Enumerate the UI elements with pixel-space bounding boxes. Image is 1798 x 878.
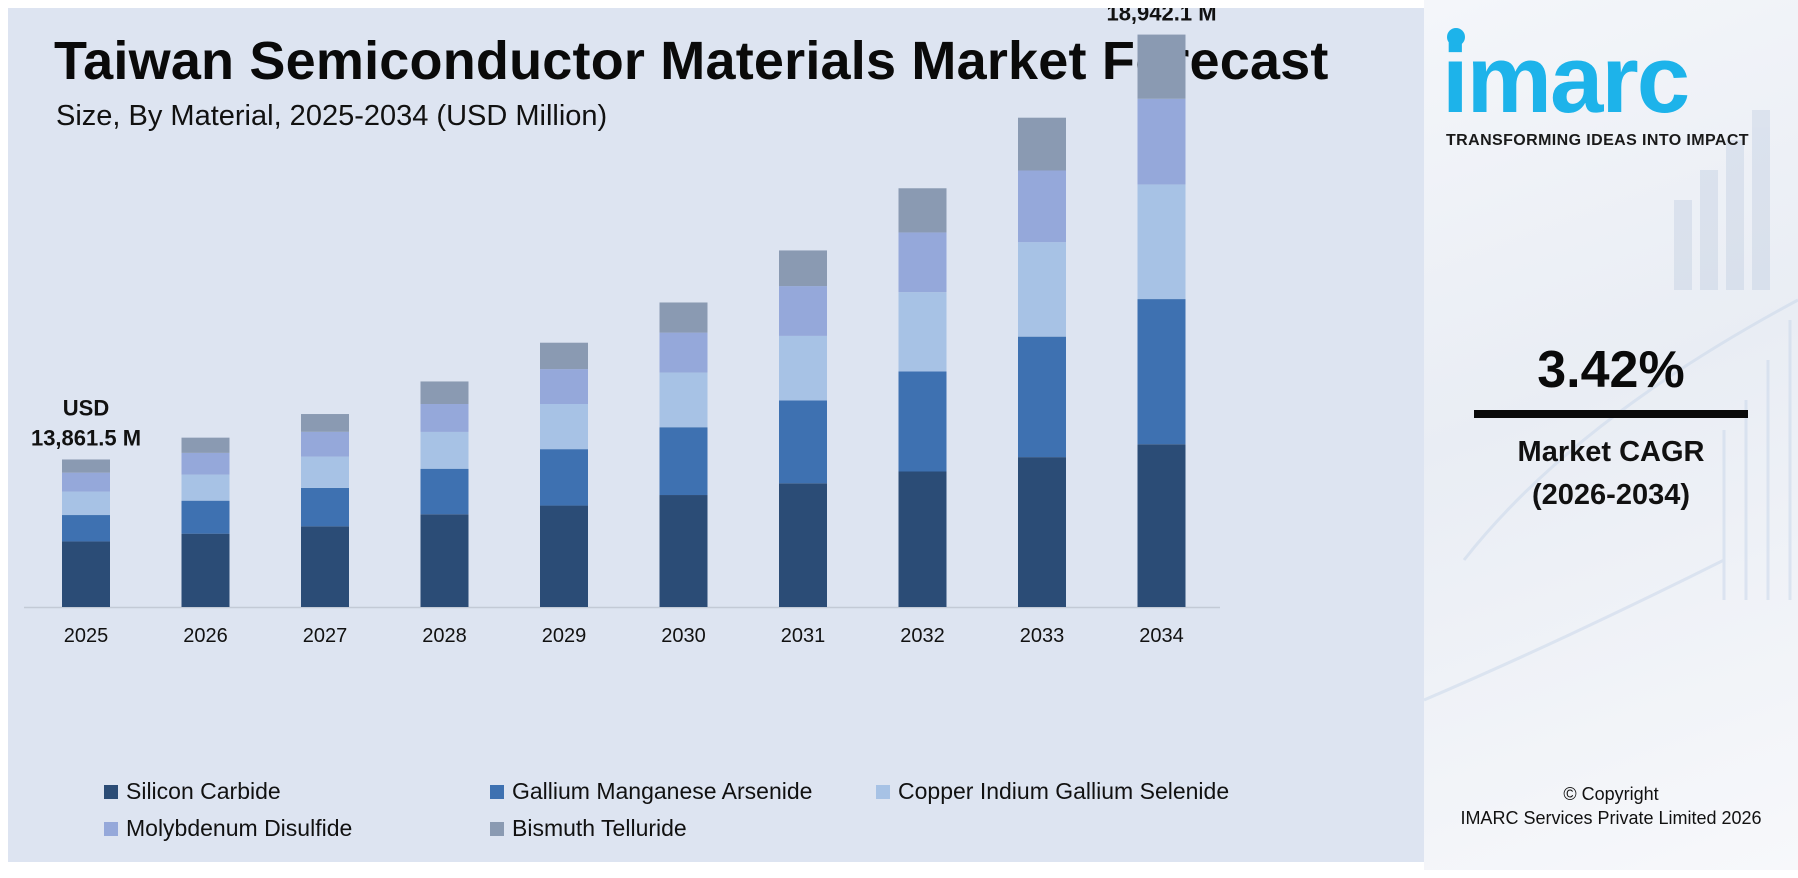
x-tick-label-2028: 2028: [422, 625, 467, 647]
bar-2029-copper-indium-gallium-selenide: [540, 404, 588, 450]
bar-2027-copper-indium-gallium-selenide: [301, 456, 349, 488]
stacked-bar-chart: 2025 2026 2027 2028 2029 2030 2031 2032 2033 2034…: [24, 8, 1220, 647]
imarc-logo: imarc TRANSFORMING IDEAS INTO IMPACT: [1442, 26, 1782, 150]
bar-2028-molybdenum-disulfide: [420, 404, 469, 432]
bar-2027-gallium-manganese-arsenide: [301, 487, 349, 527]
bar-2033-bismuth-telluride: [1018, 117, 1066, 171]
bar-2033-gallium-manganese-arsenide: [1018, 336, 1066, 458]
bar-2032-silicon-carbide: [898, 471, 947, 607]
x-tick-label-2032: 2032: [900, 625, 945, 647]
bar-2031-silicon-carbide: [779, 483, 827, 607]
x-tick-label-2034: 2034: [1139, 625, 1184, 647]
bar-2032-gallium-manganese-arsenide: [898, 371, 947, 472]
bar-2027-molybdenum-disulfide: [301, 431, 349, 457]
bar-2026-molybdenum-disulfide: [181, 452, 230, 475]
bar-2030-molybdenum-disulfide: [659, 332, 708, 373]
bar-2034-bismuth-telluride: [1137, 34, 1186, 99]
bar-2032-bismuth-telluride: [898, 188, 947, 233]
bar-2029-silicon-carbide: [540, 505, 588, 607]
bar-2027-bismuth-telluride: [301, 414, 349, 432]
chart-title: Taiwan Semiconductor Materials Market Fo…: [54, 31, 1329, 91]
bar-2031-copper-indium-gallium-selenide: [779, 335, 827, 401]
side-panel: imarc TRANSFORMING IDEAS INTO IMPACT 3.4…: [1424, 0, 1798, 870]
legend-label: Copper Indium Gallium Selenide: [898, 778, 1230, 804]
bar-2029-bismuth-telluride: [540, 342, 588, 370]
x-tick-label-2026: 2026: [183, 625, 228, 647]
legend-item-copper-indium-gallium-selenide: Copper Indium Gallium Selenide: [876, 778, 1229, 805]
bar-2027-silicon-carbide: [301, 526, 349, 607]
cagr-label: Market CAGR: [1517, 436, 1705, 468]
bar-2034-copper-indium-gallium-selenide: [1137, 184, 1186, 300]
bar-2029-molybdenum-disulfide: [540, 369, 588, 405]
bar-2030-gallium-manganese-arsenide: [659, 427, 708, 496]
bar-2033-silicon-carbide: [1018, 457, 1066, 607]
bar-2028-gallium-manganese-arsenide: [420, 468, 469, 515]
bar-2031-bismuth-telluride: [779, 250, 827, 287]
legend-item-gallium-manganese-arsenide: Gallium Manganese Arsenide: [490, 778, 812, 805]
data-label-2025-total: 13,861.5 M: [31, 425, 141, 450]
bar-2029-gallium-manganese-arsenide: [540, 449, 588, 506]
chart-panel: Taiwan Semiconductor Materials Market Fo…: [8, 8, 1424, 862]
bar-2030-bismuth-telluride: [659, 302, 708, 333]
chart-legend: Silicon Carbide Gallium Manganese Arsenid…: [104, 778, 1424, 878]
bar-2034-molybdenum-disulfide: [1137, 98, 1186, 185]
x-tick-label-2031: 2031: [781, 625, 826, 647]
bar-2028-bismuth-telluride: [420, 381, 469, 405]
bar-2028-silicon-carbide: [420, 514, 469, 607]
cagr-value: 3.42%: [1537, 341, 1685, 399]
bar-2026-gallium-manganese-arsenide: [181, 500, 230, 534]
bar-2025-molybdenum-disulfide: [62, 472, 110, 492]
bar-2030-copper-indium-gallium-selenide: [659, 372, 708, 428]
bar-2033-copper-indium-gallium-selenide: [1018, 242, 1066, 337]
x-tick-label-2025: 2025: [64, 625, 109, 647]
legend-label: Silicon Carbide: [126, 778, 281, 804]
legend-swatch: [104, 784, 118, 799]
legend-swatch: [490, 784, 504, 799]
legend-swatch: [490, 821, 504, 836]
copyright-owner: IMARC Services Private Limited 2026: [1460, 808, 1762, 828]
legend-item-molybdenum-disulfide: Molybdenum Disulfide: [104, 815, 352, 842]
logo-text: imarc: [1442, 26, 1690, 133]
bar-2025-silicon-carbide: [62, 541, 110, 607]
logo-dot-icon: [1447, 28, 1465, 46]
bar-2034-gallium-manganese-arsenide: [1137, 299, 1186, 445]
x-tick-label-2030: 2030: [661, 625, 706, 647]
legend-label: Gallium Manganese Arsenide: [512, 778, 813, 804]
bar-2033-molybdenum-disulfide: [1018, 170, 1066, 243]
x-tick-label-2033: 2033: [1020, 625, 1065, 647]
background-chart-decoration: [1424, 110, 1798, 702]
bar-2025-gallium-manganese-arsenide: [62, 515, 110, 542]
bar-2025-bismuth-telluride: [62, 459, 110, 473]
copyright-notice: © Copyright: [1563, 784, 1659, 804]
legend-swatch: [104, 821, 118, 836]
bar-2026-bismuth-telluride: [181, 437, 230, 453]
data-label-2034-total: 18,942.1 M: [1106, 8, 1216, 26]
bar-2030-silicon-carbide: [659, 495, 708, 607]
chart-subtitle: Size, By Material, 2025-2034 (USD Millio…: [56, 100, 608, 132]
bar-2032-molybdenum-disulfide: [898, 232, 947, 293]
bar-2031-gallium-manganese-arsenide: [779, 400, 827, 484]
cagr-period: (2026-2034): [1532, 479, 1690, 511]
bar-2026-silicon-carbide: [181, 533, 230, 607]
bar-2028-copper-indium-gallium-selenide: [420, 431, 469, 469]
cagr-divider: [1474, 410, 1748, 418]
bar-2032-copper-indium-gallium-selenide: [898, 292, 947, 372]
legend-label: Molybdenum Disulfide: [126, 815, 353, 841]
legend-label: Bismuth Telluride: [512, 815, 687, 841]
data-label-2025-currency: USD: [63, 395, 109, 420]
bar-2026-copper-indium-gallium-selenide: [181, 474, 230, 501]
logo-tagline: TRANSFORMING IDEAS INTO IMPACT: [1446, 132, 1749, 149]
x-tick-label-2029: 2029: [542, 625, 587, 647]
legend-item-silicon-carbide: Silicon Carbide: [104, 778, 281, 805]
bar-2034-silicon-carbide: [1137, 444, 1186, 607]
logo-wordmark: imarc: [1442, 26, 1782, 128]
bar-2025-copper-indium-gallium-selenide: [62, 491, 110, 516]
legend-swatch: [876, 784, 890, 799]
x-tick-label-2027: 2027: [303, 625, 348, 647]
legend-item-bismuth-telluride: Bismuth Telluride: [490, 815, 687, 842]
bar-2031-molybdenum-disulfide: [779, 286, 827, 336]
